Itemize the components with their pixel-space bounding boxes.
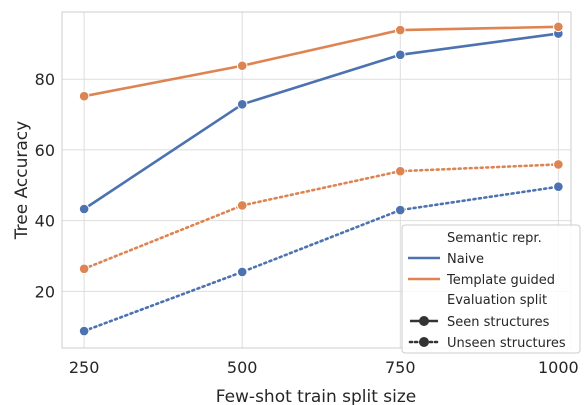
x-tick-label: 750 <box>385 358 416 377</box>
data-point <box>394 24 406 36</box>
y-tick-label: 60 <box>35 141 55 160</box>
legend-entry-template-guided: Template guided <box>446 273 555 288</box>
series-line-template-guided-seen-structures <box>83 25 559 98</box>
grid <box>62 12 571 348</box>
y-axis-label: Tree Accuracy <box>12 121 32 240</box>
data-point <box>78 90 90 102</box>
data-point <box>553 21 564 33</box>
data-point <box>236 60 248 72</box>
series-line-naive-seen-structures <box>83 32 559 211</box>
x-tick-label: 500 <box>227 358 258 377</box>
data-point <box>236 200 248 211</box>
data-point <box>394 204 406 216</box>
legend-entry-seen: Seen structures <box>447 315 550 330</box>
legend-marker-unseen <box>419 337 429 347</box>
legend-style-title: Evaluation split <box>447 293 547 308</box>
data-point <box>394 165 406 177</box>
x-tick-label: 1000 <box>538 358 579 377</box>
data-point <box>394 49 406 61</box>
legend-entry-unseen: Unseen structures <box>447 336 566 351</box>
legend-marker-seen <box>419 316 429 326</box>
data-point <box>553 159 564 170</box>
legend: Semantic repr. Naive Template guided Eva… <box>401 224 581 354</box>
data-point <box>78 325 90 337</box>
data-point <box>78 263 90 275</box>
series-line-template-guided-unseen-structures <box>82 163 560 271</box>
series-layer <box>78 21 564 337</box>
plot-frame <box>61 11 572 349</box>
data-point <box>553 181 564 193</box>
x-axis-label: Few-shot train split size <box>216 387 417 405</box>
series-template-guided-unseen-structures <box>78 159 564 275</box>
x-tick-label: 250 <box>69 358 100 377</box>
tick-labels: 250 500 750 1000 20 40 60 80 <box>35 70 579 377</box>
legend-box <box>401 224 581 354</box>
data-point <box>236 266 248 278</box>
series-template-guided-seen-structures <box>78 21 564 102</box>
series-line-naive-unseen-structures <box>82 185 560 333</box>
y-tick-label: 40 <box>35 212 55 231</box>
data-point <box>236 99 248 110</box>
series-naive-unseen-structures <box>78 181 564 337</box>
y-tick-label: 80 <box>35 70 55 89</box>
legend-hue-title: Semantic repr. <box>447 231 542 246</box>
legend-entry-naive: Naive <box>447 252 484 267</box>
y-tick-label: 20 <box>35 282 55 301</box>
data-point <box>78 203 90 215</box>
